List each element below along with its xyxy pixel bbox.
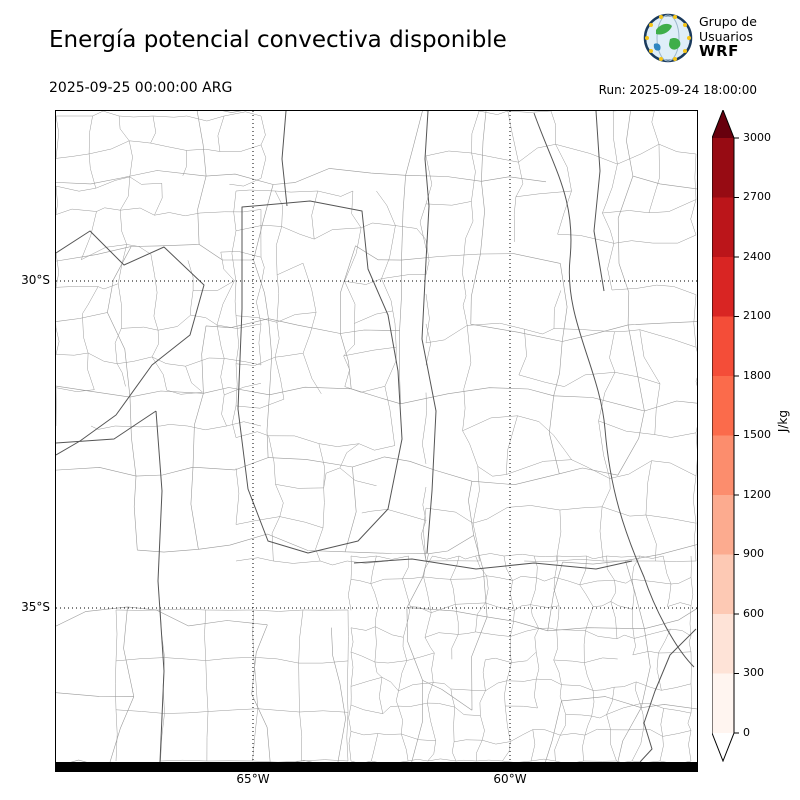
colorbar-tick-1500: 1500 (743, 428, 771, 441)
colorbar-tick-2100: 2100 (743, 309, 771, 322)
colorbar-tick-1200: 1200 (743, 488, 771, 501)
wrf-logo: Grupo de Usuarios WRF (642, 10, 792, 68)
logo-line-2: Usuarios (699, 29, 754, 44)
colorbar: 3000 2700 2400 2100 1800 1500 1200 900 6… (711, 108, 800, 763)
colorbar-tick-900: 900 (743, 547, 764, 560)
colorbar-tick-3000: 3000 (743, 131, 771, 144)
colorbar-tick-1800: 1800 (743, 369, 771, 382)
lon-tick-60w: 60°W (493, 772, 527, 786)
logo-line-1: Grupo de (699, 14, 757, 29)
run-time-label: Run: 2025-09-24 18:00:00 (598, 83, 757, 97)
lon-tick-65w: 65°W (236, 772, 270, 786)
lat-tick-35s: 35°S (21, 600, 50, 614)
colorbar-tick-2400: 2400 (743, 250, 771, 263)
page-title: Energía potencial convectiva disponible (49, 27, 507, 53)
map-boundaries (56, 111, 697, 762)
colorbar-tick-marks (734, 137, 739, 734)
lat-tick-30s: 30°S (21, 273, 50, 287)
colorbar-scale (711, 108, 739, 763)
colorbar-tick-0: 0 (743, 726, 750, 739)
valid-time-label: 2025-09-25 00:00:00 ARG (49, 80, 233, 96)
map-plot (55, 110, 698, 772)
colorbar-tick-2700: 2700 (743, 190, 771, 203)
colorbar-tick-300: 300 (743, 666, 764, 679)
logo-text: Grupo de Usuarios WRF (699, 14, 757, 59)
colorbar-tick-600: 600 (743, 607, 764, 620)
globe-icon (643, 13, 693, 63)
logo-line-wrf: WRF (699, 42, 739, 60)
colorbar-unit-label: J/kg (776, 410, 790, 433)
